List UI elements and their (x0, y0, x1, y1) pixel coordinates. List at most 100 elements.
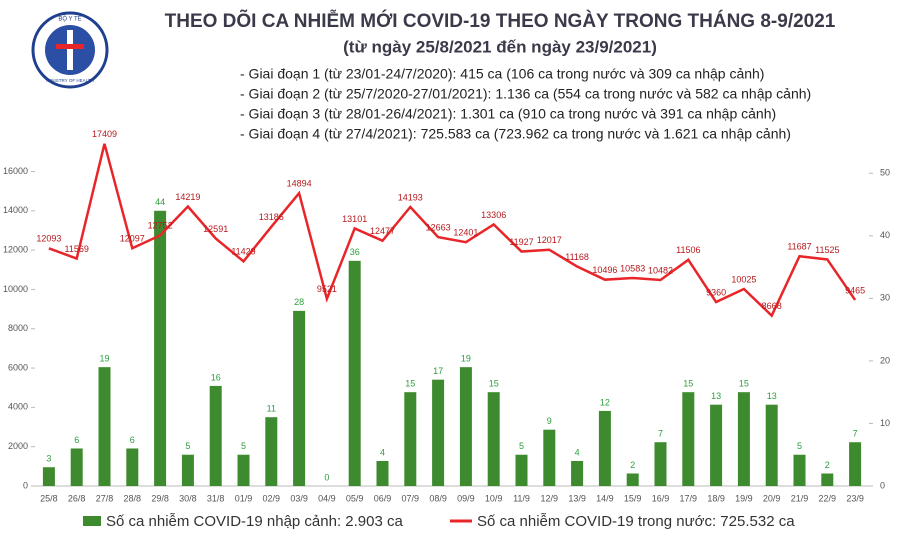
line-label: 12093 (36, 234, 61, 244)
y-tick-label: 14000 (3, 205, 28, 215)
y2-tick-label: 50 (880, 168, 890, 178)
bar-label: 6 (74, 435, 79, 445)
line-label: 12477 (370, 226, 395, 236)
line-label: 12097 (120, 234, 145, 244)
bar (209, 385, 222, 486)
line-label: 10496 (592, 265, 617, 275)
chart-title: THEO DÕI CA NHIỄM MỚI COVID-19 THEO NGÀY… (165, 10, 836, 32)
bar (654, 442, 667, 486)
bar (70, 448, 83, 486)
bar-label: 15 (405, 379, 415, 389)
line-label: 9521 (317, 284, 337, 294)
bar-label: 2 (630, 460, 635, 470)
x-tick-label: 16/9 (652, 493, 670, 503)
legend-swatch (83, 516, 101, 526)
x-tick-label: 23/9 (846, 493, 864, 503)
bar-label: 17 (433, 366, 443, 376)
logo-cross (56, 44, 84, 49)
line-label: 13101 (342, 214, 367, 224)
y2-tick-label: 30 (880, 293, 890, 303)
x-tick-label: 02/9 (263, 493, 281, 503)
bar-label: 19 (461, 354, 471, 364)
bar (42, 467, 55, 486)
y2-tick-label: 40 (880, 230, 890, 240)
line-label: 10025 (731, 274, 756, 284)
line-label: 11168 (565, 252, 589, 262)
y2-tick-label: 20 (880, 355, 890, 365)
x-tick-label: 27/8 (96, 493, 114, 503)
line-label: 14894 (287, 179, 312, 189)
bar-label: 15 (489, 379, 499, 389)
bar-label: 4 (380, 447, 385, 457)
line-label: 11506 (676, 245, 700, 255)
y-tick-label: 2000 (8, 441, 28, 451)
bar (154, 210, 167, 487)
logo-top: BỘ Y TẾ (58, 16, 81, 23)
x-tick-label: 31/8 (207, 493, 225, 503)
line-label: 10482 (648, 265, 673, 275)
logo-bottom: MINISTRY OF HEALTH (46, 78, 94, 83)
x-tick-label: 11/9 (513, 493, 530, 503)
x-tick-label: 12/9 (541, 493, 559, 503)
x-tick-label: 28/8 (124, 493, 142, 503)
bar-label: 15 (683, 379, 693, 389)
line-label: 12752 (148, 221, 173, 231)
line-label: 11429 (231, 247, 255, 257)
x-tick-label: 04/9 (318, 493, 336, 503)
x-tick-label: 21/9 (791, 493, 809, 503)
legend-label: Số ca nhiễm COVID-19 nhập cảnh: 2.903 ca (106, 513, 404, 530)
bar-label: 12 (600, 397, 610, 407)
bar-label: 4 (575, 447, 580, 457)
bar-label: 3 (46, 454, 51, 464)
bar (737, 392, 750, 486)
bar (515, 454, 528, 486)
x-tick-label: 05/9 (346, 493, 364, 503)
x-tick-label: 14/9 (596, 493, 614, 503)
line-label: 11927 (509, 237, 533, 247)
line-label: 9360 (706, 287, 726, 297)
x-tick-label: 20/9 (763, 493, 781, 503)
bar-label: 5 (519, 441, 524, 451)
chart-subtitle: (từ ngày 25/8/2021 đến ngày 23/9/2021) (343, 37, 657, 56)
bar (487, 392, 500, 486)
bar (293, 310, 306, 486)
bar-label: 13 (711, 391, 721, 401)
x-tick-label: 29/8 (151, 493, 169, 503)
line-label: 8668 (762, 301, 782, 311)
note: - Giai đoạn 4 (từ 27/4/2021): 725.583 ca… (240, 126, 791, 142)
y-tick-label: 16000 (3, 166, 28, 176)
bar (265, 417, 278, 486)
logo: BỘ Y TẾ MINISTRY OF HEALTH (31, 11, 109, 89)
bar (98, 367, 111, 486)
x-tick-label: 26/8 (68, 493, 86, 503)
bar-label: 2 (825, 460, 830, 470)
bar-label: 16 (211, 372, 221, 382)
logo-staff (67, 30, 73, 70)
line-label: 13186 (259, 212, 284, 222)
bar-label: 5 (185, 441, 190, 451)
note: - Giai đoạn 3 (từ 28/01-26/4/2021): 1.30… (240, 106, 776, 122)
bar-label: 9 (547, 416, 552, 426)
line-label: 12017 (537, 235, 562, 245)
bar (598, 410, 611, 486)
x-tick-label: 17/9 (680, 493, 698, 503)
line-label: 11687 (787, 242, 811, 252)
bar (237, 454, 250, 486)
bar-label: 5 (797, 441, 802, 451)
bar (348, 260, 361, 486)
legend-label: Số ca nhiễm COVID-19 trong nước: 725.532… (477, 513, 795, 530)
y-tick-label: 12000 (3, 244, 28, 254)
bar-label: 6 (130, 435, 135, 445)
y2-tick-label: 10 (880, 418, 890, 428)
bar (459, 367, 472, 486)
y-tick-label: 8000 (8, 323, 28, 333)
line-label: 12591 (203, 224, 228, 234)
note: - Giai đoạn 2 (từ 25/7/2020-27/01/2021):… (240, 86, 811, 102)
x-tick-label: 22/9 (819, 493, 837, 503)
line-label: 14193 (398, 192, 423, 202)
bar (682, 392, 695, 486)
bar-label: 0 (324, 472, 329, 482)
bar (765, 404, 778, 486)
note: - Giai đoạn 1 (từ 23/01-24/7/2020): 415 … (240, 66, 764, 82)
